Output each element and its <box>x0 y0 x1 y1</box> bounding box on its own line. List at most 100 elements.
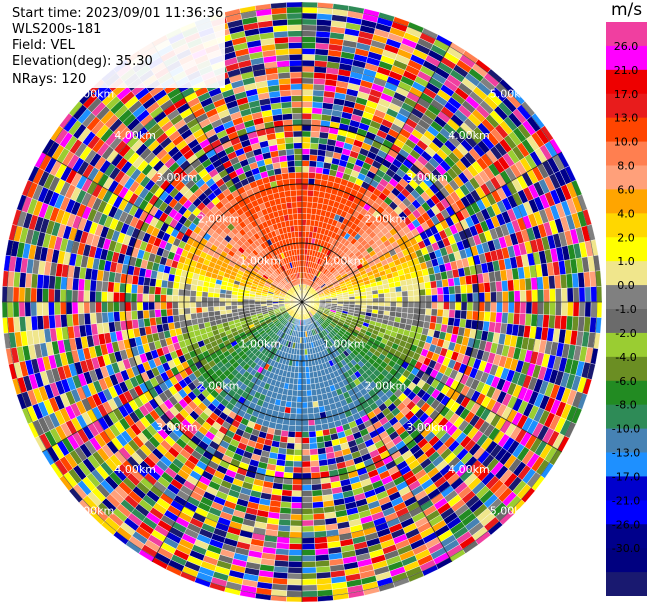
velocity-gate <box>219 309 227 316</box>
velocity-gate <box>306 207 313 215</box>
velocity-gate <box>279 435 289 444</box>
velocity-gate <box>113 311 121 322</box>
velocity-gate <box>501 312 509 324</box>
velocity-gate <box>466 292 474 303</box>
velocity-gate <box>130 310 138 321</box>
velocity-gate <box>297 372 303 379</box>
velocity-gate <box>301 201 308 208</box>
velocity-gate <box>202 311 209 318</box>
velocity-gate <box>95 312 103 324</box>
velocity-gate <box>301 596 318 603</box>
velocity-gate <box>101 280 109 292</box>
velocity-gate <box>281 489 293 497</box>
velocity-gate <box>42 301 49 316</box>
velocity-gate <box>166 301 173 310</box>
velocity-gate <box>195 301 203 308</box>
velocity-gate <box>286 596 303 603</box>
velocity-gate <box>83 301 91 314</box>
velocity-gate <box>289 537 303 545</box>
velocity-gate <box>301 519 314 527</box>
velocity-gate <box>466 310 474 321</box>
velocity-gate <box>306 213 312 221</box>
velocity-gate <box>395 286 402 293</box>
velocity-gate <box>291 389 298 397</box>
velocity-gate <box>313 77 326 86</box>
velocity-gate <box>524 277 532 291</box>
velocity-gate <box>236 301 244 306</box>
velocity-gate <box>284 406 292 414</box>
velocity-gate <box>301 508 314 515</box>
velocity-gate <box>136 301 144 311</box>
velocity-gate <box>502 291 509 303</box>
velocity-gate <box>309 448 319 456</box>
velocity-gate <box>293 449 303 456</box>
velocity-gate <box>531 289 539 303</box>
velocity-gate <box>183 289 191 297</box>
velocity-gate <box>231 305 238 310</box>
velocity-gate <box>312 406 320 414</box>
velocity-gate <box>484 291 491 303</box>
velocity-gate <box>525 301 533 315</box>
velocity-gate <box>298 354 303 362</box>
velocity-gate <box>301 71 315 79</box>
velocity-gate <box>301 136 311 144</box>
velocity-gate <box>301 561 317 568</box>
velocity-gate <box>48 288 55 303</box>
velocity-gate <box>286 442 295 450</box>
velocity-gate <box>301 213 307 220</box>
velocity-gate <box>280 495 292 503</box>
velocity-gate <box>213 292 221 298</box>
velocity-gate <box>166 315 174 324</box>
velocity-gate <box>298 360 303 368</box>
velocity-gate <box>390 296 397 303</box>
velocity-gate <box>113 282 121 293</box>
velocity-gate <box>95 291 102 303</box>
velocity-gate <box>308 160 317 168</box>
velocity-gate <box>294 431 303 438</box>
velocity-gate <box>77 301 85 314</box>
velocity-gate <box>519 290 527 303</box>
velocity-gate <box>313 524 327 532</box>
velocity-gate <box>183 301 191 309</box>
velocity-gate <box>301 207 308 214</box>
velocity-gate <box>290 519 303 527</box>
velocity-gate <box>83 312 91 326</box>
velocity-gate <box>12 286 20 303</box>
velocity-gate <box>301 366 306 373</box>
velocity-gate <box>83 290 91 303</box>
velocity-gate <box>207 296 214 303</box>
velocity-gate <box>301 183 309 191</box>
velocity-gate <box>172 314 180 323</box>
velocity-gate <box>301 549 316 556</box>
velocity-gate <box>315 166 324 174</box>
velocity-gate <box>312 95 324 103</box>
velocity-gate <box>513 278 521 292</box>
velocity-gate <box>297 378 303 385</box>
velocity-gate <box>285 448 295 456</box>
velocity-gate <box>178 288 185 297</box>
velocity-gate <box>312 400 319 408</box>
velocity-gate <box>154 286 162 295</box>
velocity-gate <box>219 301 226 307</box>
velocity-gate <box>301 572 317 580</box>
velocity-gate <box>225 301 232 307</box>
velocity-gate <box>166 308 174 317</box>
velocity-gate <box>101 291 108 303</box>
velocity-gate <box>113 301 120 313</box>
velocity-gate <box>307 419 316 426</box>
velocity-gate <box>95 280 103 292</box>
velocity-gate <box>430 308 438 317</box>
velocity-gate <box>160 315 169 325</box>
velocity-gate <box>54 288 61 303</box>
velocity-gate <box>424 281 432 290</box>
velocity-gate <box>301 372 307 379</box>
velocity-gate <box>301 42 316 49</box>
velocity-gate <box>301 18 318 26</box>
velocity-gate <box>307 401 314 409</box>
velocity-gate <box>301 166 310 173</box>
velocity-gate <box>378 293 385 299</box>
velocity-gate <box>130 292 138 303</box>
velocity-gate <box>301 472 312 480</box>
velocity-gate <box>301 566 317 574</box>
velocity-gate <box>425 295 432 303</box>
